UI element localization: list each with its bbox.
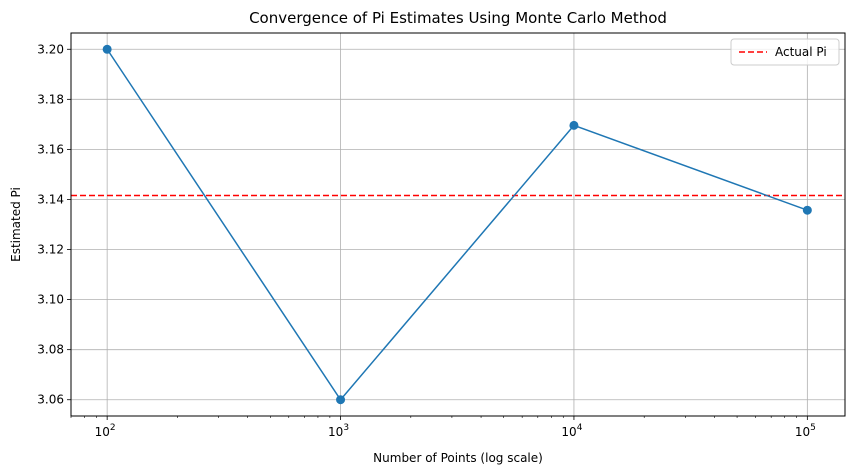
- series-layer: [102, 44, 812, 405]
- x-tick-label: 103: [328, 423, 349, 439]
- y-tick-label: 3.14: [37, 192, 64, 206]
- legend-box: [730, 38, 840, 66]
- chart-title: Convergence of Pi Estimates Using Monte …: [249, 9, 667, 27]
- plot-frame: [70, 32, 846, 417]
- x-axis-label: Number of Points (log scale): [373, 451, 543, 465]
- y-tick-label: 3.08: [37, 343, 64, 357]
- y-tick-label: 3.10: [37, 293, 64, 307]
- series-line: [106, 48, 808, 401]
- y-tick-label: 3.12: [37, 243, 64, 257]
- y-tick-label: 3.20: [37, 42, 64, 56]
- grid: [71, 33, 845, 416]
- x-tick-label: 105: [795, 423, 816, 439]
- data-point: [336, 395, 346, 405]
- data-point: [102, 44, 112, 54]
- y-tick-label: 3.06: [37, 393, 64, 407]
- legend-label: Actual Pi: [775, 45, 827, 59]
- data-point: [569, 120, 579, 130]
- y-tick-label: 3.16: [37, 142, 64, 156]
- data-point: [802, 205, 812, 215]
- legend: Actual Pi: [730, 38, 840, 66]
- x-tick-label: 104: [561, 423, 582, 439]
- ticks: 102 103 104 105 3.06 3.08 3.10 3.12 3.14 3.16 3.18…: [37, 42, 816, 439]
- y-tick-label: 3.18: [37, 92, 64, 106]
- x-tick-label: 102: [95, 423, 116, 439]
- y-axis-label: Estimated Pi: [9, 187, 23, 262]
